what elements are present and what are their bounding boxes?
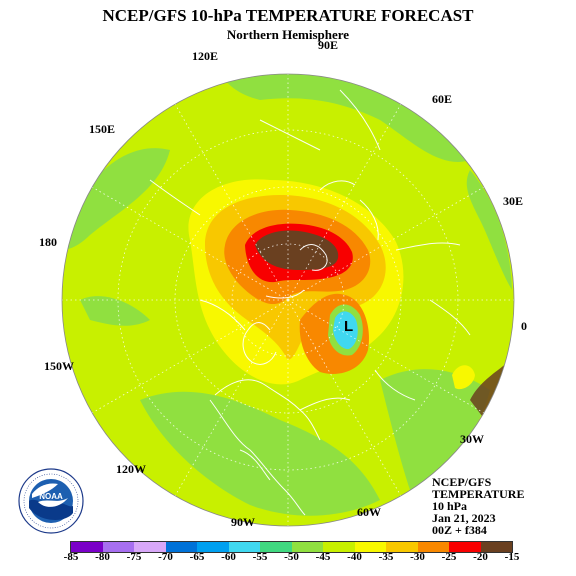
legend-label: -30	[410, 551, 425, 563]
lon-label-60w: 60W	[357, 505, 381, 519]
legend-swatch	[354, 542, 386, 552]
lon-label-60e: 60E	[432, 92, 453, 106]
info-date: Jan 21, 2023	[432, 511, 496, 525]
legend-label: -70	[158, 551, 173, 563]
legend-label: -55	[252, 551, 268, 563]
lon-label-120w: 120W	[116, 462, 146, 476]
info-model: NCEP/GFS	[432, 475, 492, 489]
lon-label-150w: 150W	[44, 359, 74, 373]
legend-labels: -85 -80 -75 -70 -65 -60 -55 -50 -45 -40 -35 -30 -25 -…	[0, 551, 576, 565]
legend-swatch	[71, 542, 103, 552]
lon-label-30e: 30E	[503, 194, 524, 208]
lon-label-90w: 90W	[231, 515, 255, 529]
lon-label-0: 0	[521, 319, 527, 333]
info-variable: TEMPERATURE	[432, 487, 525, 501]
legend-label: -50	[284, 551, 299, 563]
legend-swatch	[165, 542, 197, 552]
legend-label: -40	[347, 551, 362, 563]
legend-label: -85	[63, 551, 79, 563]
legend-label: -60	[221, 551, 236, 563]
legend-label: -80	[95, 551, 110, 563]
legend-swatch	[291, 542, 323, 552]
legend-label: -25	[441, 551, 457, 563]
forecast-info: NCEP/GFS TEMPERATURE 10 hPa Jan 21, 2023…	[432, 476, 524, 536]
legend-swatch	[228, 542, 260, 552]
info-forecast-hour: 00Z + f384	[432, 523, 487, 537]
legend-label: -35	[378, 551, 394, 563]
noaa-logo: NOAA	[18, 468, 84, 534]
noaa-logo-text: NOAA	[39, 492, 63, 501]
legend-swatch	[417, 542, 449, 552]
legend-swatch	[134, 542, 166, 552]
lon-label-90e: 90E	[318, 38, 339, 52]
legend-label: -65	[189, 551, 205, 563]
page-title: NCEP/GFS 10-hPa TEMPERATURE FORECAST	[102, 6, 474, 25]
legend-swatch	[323, 542, 355, 552]
disc-outline	[61, 73, 515, 527]
legend-label: -15	[504, 551, 520, 563]
lon-label-30w: 30W	[460, 432, 484, 446]
legend-swatch	[480, 542, 512, 552]
page-subtitle: Northern Hemisphere	[226, 27, 350, 42]
lon-label-150e: 150E	[89, 122, 116, 136]
legend-label: -75	[126, 551, 142, 563]
temperature-field	[62, 74, 514, 526]
legend-label: -20	[473, 551, 488, 563]
legend-swatch	[197, 542, 229, 552]
lon-label-180: 180	[39, 235, 57, 249]
legend-swatch	[386, 542, 418, 552]
legend-swatch	[102, 542, 134, 552]
legend-swatch	[260, 542, 292, 552]
info-level: 10 hPa	[432, 499, 468, 513]
color-legend	[70, 541, 513, 553]
lon-label-120e: 120E	[192, 49, 219, 63]
legend-swatch	[449, 542, 481, 552]
low-marker: L	[344, 318, 353, 335]
legend-label: -45	[315, 551, 331, 563]
